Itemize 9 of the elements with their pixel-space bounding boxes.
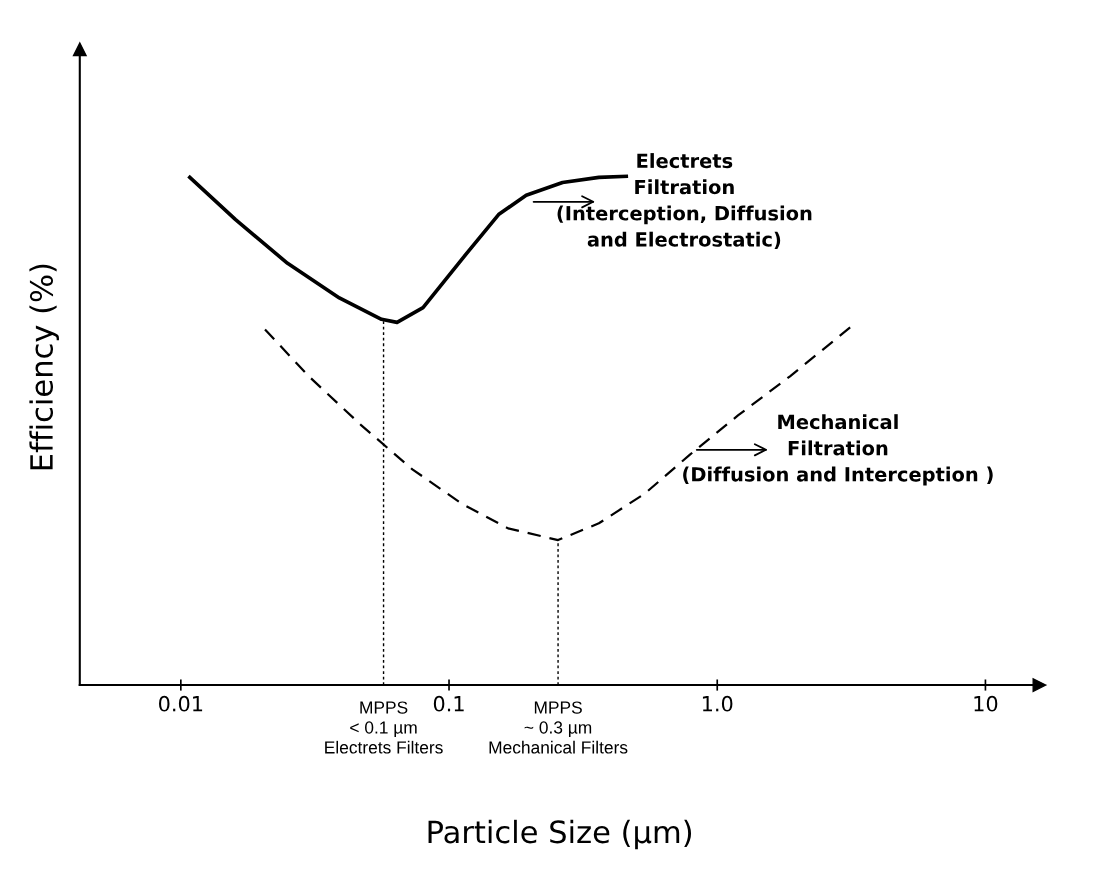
x-tick-label: 1.0 [702, 695, 733, 712]
ref-line-label: MPPS ~ 0.3 µm Mechanical Filters [489, 701, 628, 754]
annotation: Mechanical Filtration (Diffusion and Interception ) [683, 414, 993, 486]
x-axis-title: Particle Size (µm) [428, 819, 692, 850]
annotation: Electrets Filtration (Interception, Diffusion and Electrostatic) [557, 153, 812, 250]
x-tick-label: 10 [974, 695, 998, 712]
x-tick-label: 0.01 [159, 695, 203, 712]
y-axis-title: Efficiency (%) [29, 264, 59, 470]
x-tick-label: 0.1 [433, 695, 464, 712]
